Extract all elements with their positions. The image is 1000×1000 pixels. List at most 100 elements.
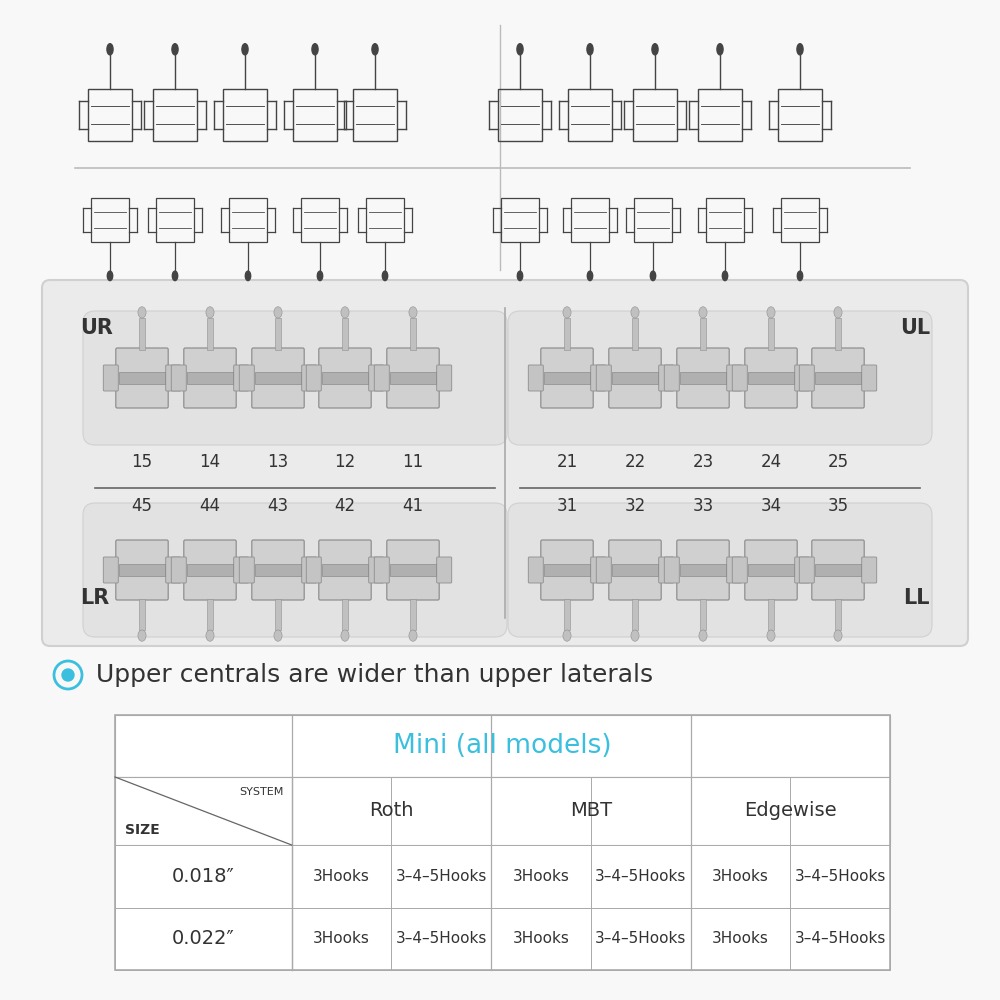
Bar	[698, 89, 742, 141]
Text: 14: 14	[199, 453, 221, 471]
Text: 31: 31	[556, 497, 578, 515]
Ellipse shape	[409, 630, 417, 641]
Text: 3Hooks: 3Hooks	[313, 869, 370, 884]
Ellipse shape	[107, 271, 113, 281]
Bar	[768, 318, 774, 350]
Bar	[139, 318, 145, 350]
Ellipse shape	[834, 630, 842, 641]
Bar	[115, 845, 890, 908]
Ellipse shape	[138, 630, 146, 641]
Bar	[223, 89, 267, 141]
Ellipse shape	[172, 271, 178, 281]
Bar	[700, 318, 706, 350]
Bar	[390, 564, 436, 576]
FancyBboxPatch shape	[83, 311, 507, 445]
Text: UL: UL	[900, 318, 930, 338]
Bar	[612, 564, 658, 576]
Text: 3–4–5Hooks: 3–4–5Hooks	[794, 931, 886, 946]
Bar	[255, 564, 301, 576]
Bar	[568, 89, 612, 141]
FancyBboxPatch shape	[727, 365, 742, 391]
Ellipse shape	[517, 271, 523, 281]
Text: 3Hooks: 3Hooks	[712, 869, 769, 884]
Bar	[564, 318, 570, 350]
Text: 42: 42	[334, 497, 356, 515]
Ellipse shape	[372, 44, 378, 55]
Bar	[156, 198, 194, 242]
Bar	[501, 198, 539, 242]
Bar	[748, 372, 794, 384]
Bar	[275, 598, 281, 630]
FancyBboxPatch shape	[103, 557, 118, 583]
FancyBboxPatch shape	[745, 540, 797, 600]
Bar	[322, 564, 368, 576]
Ellipse shape	[317, 271, 323, 281]
FancyBboxPatch shape	[239, 557, 254, 583]
Bar	[119, 564, 165, 576]
FancyBboxPatch shape	[812, 540, 864, 600]
FancyBboxPatch shape	[609, 348, 661, 408]
FancyBboxPatch shape	[252, 540, 304, 600]
Ellipse shape	[138, 307, 146, 318]
Ellipse shape	[274, 307, 282, 318]
Text: SYSTEM: SYSTEM	[239, 787, 284, 797]
Text: 12: 12	[334, 453, 356, 471]
FancyBboxPatch shape	[591, 557, 606, 583]
Bar	[700, 598, 706, 630]
FancyBboxPatch shape	[528, 557, 543, 583]
FancyBboxPatch shape	[116, 540, 168, 600]
Text: 44: 44	[200, 497, 220, 515]
Bar	[564, 598, 570, 630]
FancyBboxPatch shape	[541, 348, 593, 408]
Bar	[139, 598, 145, 630]
Text: Roth: Roth	[369, 802, 414, 820]
Text: 33: 33	[692, 497, 714, 515]
Bar	[768, 598, 774, 630]
Bar	[544, 564, 590, 576]
FancyBboxPatch shape	[799, 365, 814, 391]
Text: 3–4–5Hooks: 3–4–5Hooks	[396, 931, 487, 946]
Ellipse shape	[274, 630, 282, 641]
Text: Upper centrals are wider than upper laterals: Upper centrals are wider than upper late…	[96, 663, 653, 687]
FancyBboxPatch shape	[508, 311, 932, 445]
FancyBboxPatch shape	[795, 365, 810, 391]
FancyBboxPatch shape	[677, 348, 729, 408]
Text: 3Hooks: 3Hooks	[513, 931, 569, 946]
FancyBboxPatch shape	[528, 365, 543, 391]
Bar	[115, 908, 890, 970]
Ellipse shape	[797, 271, 803, 281]
FancyBboxPatch shape	[252, 348, 304, 408]
FancyBboxPatch shape	[745, 348, 797, 408]
Text: LL: LL	[904, 588, 930, 608]
Bar	[187, 372, 233, 384]
FancyBboxPatch shape	[103, 365, 118, 391]
Ellipse shape	[717, 44, 723, 55]
Bar	[835, 318, 841, 350]
Ellipse shape	[312, 44, 318, 55]
Text: 24: 24	[760, 453, 782, 471]
FancyBboxPatch shape	[369, 557, 384, 583]
Bar	[91, 198, 129, 242]
Text: 3–4–5Hooks: 3–4–5Hooks	[396, 869, 487, 884]
Bar	[207, 598, 213, 630]
FancyBboxPatch shape	[596, 557, 611, 583]
Ellipse shape	[206, 307, 214, 318]
Ellipse shape	[341, 307, 349, 318]
Ellipse shape	[409, 307, 417, 318]
Circle shape	[62, 669, 74, 681]
FancyBboxPatch shape	[239, 365, 254, 391]
Text: 41: 41	[402, 497, 424, 515]
FancyBboxPatch shape	[664, 557, 679, 583]
Text: 3Hooks: 3Hooks	[313, 931, 370, 946]
FancyBboxPatch shape	[541, 540, 593, 600]
FancyBboxPatch shape	[799, 557, 814, 583]
Ellipse shape	[517, 44, 523, 55]
FancyBboxPatch shape	[184, 540, 236, 600]
Text: 43: 43	[267, 497, 289, 515]
FancyBboxPatch shape	[166, 557, 181, 583]
Ellipse shape	[699, 307, 707, 318]
FancyBboxPatch shape	[609, 540, 661, 600]
Text: 3–4–5Hooks: 3–4–5Hooks	[794, 869, 886, 884]
Bar	[612, 372, 658, 384]
FancyBboxPatch shape	[171, 365, 186, 391]
